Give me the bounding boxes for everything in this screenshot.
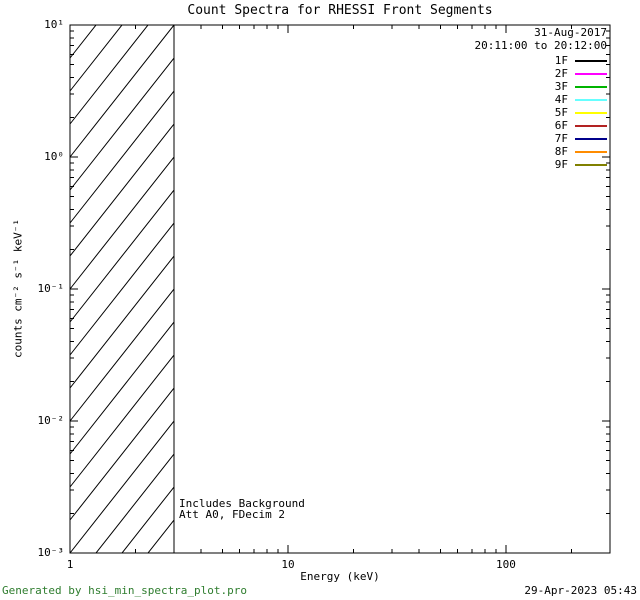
legend-entry-line <box>575 85 607 88</box>
axis-ticks <box>69 24 611 554</box>
hatch-line <box>70 25 175 158</box>
legend-entry-label: 1F <box>554 54 568 67</box>
hatched-region <box>70 25 175 553</box>
legend-entry-line <box>575 59 607 62</box>
legend-entry-2F: 2F <box>555 67 607 80</box>
hatch-line <box>70 321 175 455</box>
hatch-line <box>95 453 175 553</box>
hatch-line <box>70 420 175 553</box>
hatch-line <box>70 25 123 92</box>
legend-entry-line <box>575 124 607 127</box>
y-tick-label: 10⁻² <box>37 414 65 427</box>
y-tick-label: 10⁻¹ <box>37 282 65 295</box>
y-axis-label: counts cm⁻² s⁻¹ keV⁻¹ <box>11 218 25 359</box>
x-tick-label: 100 <box>496 558 516 571</box>
legend-entry-label: 9F <box>554 158 568 171</box>
y-tick-label: 10⁻³ <box>37 546 65 559</box>
legend-entry-line <box>575 98 607 101</box>
legend-entry-line <box>575 111 607 114</box>
legend-entry-label: 4F <box>554 93 568 106</box>
plot-frame <box>69 24 611 554</box>
legend-entry-label: 5F <box>554 106 568 119</box>
annotation-attenuator-decim: Att A0, FDecim 2 <box>179 508 285 521</box>
y-tick-label: 10⁰ <box>44 150 64 163</box>
hatch-line <box>70 123 175 257</box>
hatch-line <box>70 387 175 521</box>
legend-entries: 1F 2F 3F 4F 5F 6F 7F 8F 9F <box>555 54 607 171</box>
hatch-line <box>121 486 175 553</box>
render-timestamp: 29-Apr-2023 05:43 <box>524 584 637 597</box>
chart-title: Count Spectra for RHESSI Front Segments <box>187 3 493 18</box>
hatch-line <box>70 25 149 125</box>
hatch-line <box>147 519 175 553</box>
legend-entry-5F: 5F <box>555 106 607 119</box>
hatch-line <box>70 90 175 224</box>
legend-entry-line <box>575 72 607 75</box>
legend-entry-9F: 9F <box>555 158 607 171</box>
y-tick-label: 10¹ <box>44 18 64 31</box>
legend-entry-6F: 6F <box>555 119 607 132</box>
legend-entry-label: 3F <box>554 80 568 93</box>
x-tick-label: 1 <box>66 558 74 571</box>
legend-entry-3F: 3F <box>555 80 607 93</box>
legend-entry-8F: 8F <box>555 145 607 158</box>
hatch-line <box>70 255 175 389</box>
legend-entry-1F: 1F <box>555 54 607 67</box>
legend-entry-label: 7F <box>554 132 568 145</box>
legend-entry-label: 8F <box>554 145 568 158</box>
annotation-includes-background: Includes Background <box>179 497 305 510</box>
legend-entry-line <box>575 137 607 140</box>
legend-entry-7F: 7F <box>555 132 607 145</box>
x-tick-label: 10 <box>281 558 295 571</box>
hatch-line <box>70 189 175 323</box>
hatch-line <box>70 354 175 488</box>
legend-entry-line <box>575 150 607 153</box>
legend-entry-label: 6F <box>554 119 568 132</box>
hatch-line <box>70 25 97 59</box>
legend-entry-label: 2F <box>554 67 568 80</box>
hatch-line <box>70 156 175 290</box>
legend-date: 31-Aug-2017 <box>534 26 607 39</box>
legend-time-range: 20:11:00 to 20:12:00 <box>474 39 607 52</box>
hatch-line <box>70 57 175 191</box>
legend-entry-4F: 4F <box>555 93 607 106</box>
hatch-line <box>70 288 175 422</box>
generated-by-stamp: Generated by hsi_min_spectra_plot.pro <box>2 584 248 597</box>
legend-entry-line <box>575 163 607 166</box>
x-axis-label: Energy (keV) <box>300 570 380 583</box>
hatch-line <box>70 222 175 356</box>
